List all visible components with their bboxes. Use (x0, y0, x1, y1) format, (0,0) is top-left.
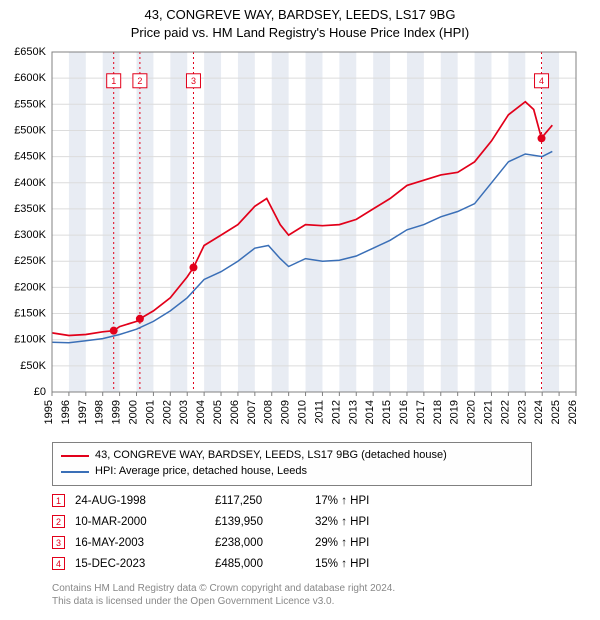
sale-marker: 1 (52, 494, 65, 507)
sale-pct: 15% ↑ HPI (315, 558, 395, 570)
legend-box: 43, CONGREVE WAY, BARDSEY, LEEDS, LS17 9… (52, 442, 532, 486)
svg-text:2: 2 (137, 76, 142, 86)
sale-price: £117,250 (215, 495, 305, 507)
svg-text:£600K: £600K (14, 72, 46, 84)
svg-text:2024: 2024 (533, 400, 545, 424)
svg-text:2015: 2015 (381, 400, 393, 424)
svg-text:2001: 2001 (144, 400, 156, 424)
sale-price: £238,000 (215, 537, 305, 549)
svg-text:3: 3 (191, 76, 196, 86)
svg-text:2002: 2002 (161, 400, 173, 424)
svg-text:1995: 1995 (43, 400, 55, 424)
legend-row: HPI: Average price, detached house, Leed… (61, 464, 523, 480)
title-block: 43, CONGREVE WAY, BARDSEY, LEEDS, LS17 9… (0, 0, 600, 41)
svg-text:£350K: £350K (14, 203, 46, 215)
svg-text:2026: 2026 (567, 400, 579, 424)
svg-text:2008: 2008 (263, 400, 275, 424)
legend-swatch (61, 471, 89, 473)
title-line2: Price paid vs. HM Land Registry's House … (0, 24, 600, 42)
title-line1: 43, CONGREVE WAY, BARDSEY, LEEDS, LS17 9… (0, 6, 600, 24)
legend-swatch (61, 455, 89, 457)
sale-pct: 32% ↑ HPI (315, 516, 395, 528)
svg-text:4: 4 (539, 76, 544, 86)
svg-text:£300K: £300K (14, 229, 46, 241)
footer-line2: This data is licensed under the Open Gov… (52, 595, 395, 608)
svg-text:£400K: £400K (14, 177, 46, 189)
svg-text:£200K: £200K (14, 281, 46, 293)
chart-svg: £0£50K£100K£150K£200K£250K£300K£350K£400… (52, 48, 582, 428)
svg-text:2004: 2004 (195, 400, 207, 424)
svg-text:£100K: £100K (14, 334, 46, 346)
sale-pct: 29% ↑ HPI (315, 537, 395, 549)
page-root: 43, CONGREVE WAY, BARDSEY, LEEDS, LS17 9… (0, 0, 600, 620)
sale-date: 24-AUG-1998 (75, 495, 205, 507)
svg-text:1999: 1999 (111, 400, 123, 424)
sale-marker: 4 (52, 557, 65, 570)
sale-date: 15-DEC-2023 (75, 558, 205, 570)
sale-row: 4 15-DEC-2023 £485,000 15% ↑ HPI (52, 553, 395, 574)
svg-text:2021: 2021 (482, 400, 494, 424)
svg-text:2023: 2023 (516, 400, 528, 424)
legend-row: 43, CONGREVE WAY, BARDSEY, LEEDS, LS17 9… (61, 448, 523, 464)
svg-text:£650K: £650K (14, 46, 46, 58)
sale-price: £485,000 (215, 558, 305, 570)
svg-text:2025: 2025 (550, 400, 562, 424)
svg-text:2013: 2013 (347, 400, 359, 424)
svg-text:2006: 2006 (229, 400, 241, 424)
footer-attribution: Contains HM Land Registry data © Crown c… (52, 582, 395, 608)
svg-text:2003: 2003 (178, 400, 190, 424)
legend-label: HPI: Average price, detached house, Leed… (95, 464, 307, 480)
svg-text:2020: 2020 (466, 400, 478, 424)
svg-text:2005: 2005 (212, 400, 224, 424)
svg-text:1998: 1998 (94, 400, 106, 424)
svg-text:£450K: £450K (14, 151, 46, 163)
svg-text:2012: 2012 (330, 400, 342, 424)
sale-pct: 17% ↑ HPI (315, 495, 395, 507)
sale-row: 1 24-AUG-1998 £117,250 17% ↑ HPI (52, 490, 395, 511)
svg-text:1996: 1996 (60, 400, 72, 424)
svg-text:2016: 2016 (398, 400, 410, 424)
svg-text:£500K: £500K (14, 124, 46, 136)
footer-line1: Contains HM Land Registry data © Crown c… (52, 582, 395, 595)
sale-date: 16-MAY-2003 (75, 537, 205, 549)
sales-table: 1 24-AUG-1998 £117,250 17% ↑ HPI 2 10-MAR-200… (52, 490, 395, 574)
svg-text:2011: 2011 (313, 400, 325, 424)
sale-row: 3 16-MAY-2003 £238,000 29% ↑ HPI (52, 532, 395, 553)
svg-text:£550K: £550K (14, 98, 46, 110)
svg-text:1997: 1997 (77, 400, 89, 424)
svg-text:2022: 2022 (499, 400, 511, 424)
svg-text:£150K: £150K (14, 308, 46, 320)
svg-text:2000: 2000 (128, 400, 140, 424)
legend-label: 43, CONGREVE WAY, BARDSEY, LEEDS, LS17 9… (95, 448, 447, 464)
sale-price: £139,950 (215, 516, 305, 528)
price-chart: £0£50K£100K£150K£200K£250K£300K£350K£400… (52, 48, 582, 428)
sale-marker: 3 (52, 536, 65, 549)
sale-row: 2 10-MAR-2000 £139,950 32% ↑ HPI (52, 511, 395, 532)
svg-text:£0: £0 (34, 386, 46, 398)
svg-text:£50K: £50K (20, 360, 46, 372)
svg-text:2007: 2007 (246, 400, 258, 424)
sale-marker: 2 (52, 515, 65, 528)
svg-text:2009: 2009 (280, 400, 292, 424)
svg-text:2018: 2018 (432, 400, 444, 424)
svg-text:2019: 2019 (449, 400, 461, 424)
svg-text:2017: 2017 (415, 400, 427, 424)
svg-text:£250K: £250K (14, 255, 46, 267)
svg-text:2010: 2010 (297, 400, 309, 424)
sale-date: 10-MAR-2000 (75, 516, 205, 528)
svg-text:1: 1 (111, 76, 116, 86)
svg-text:2014: 2014 (364, 400, 376, 424)
